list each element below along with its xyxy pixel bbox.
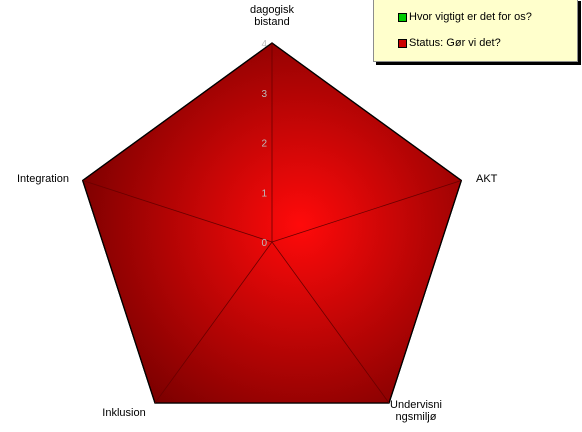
legend-item-importance: Hvor vigtigt er det for os? — [398, 11, 532, 23]
legend-label-status: Status: Gør vi det? — [409, 37, 501, 49]
legend-item-status: Status: Gør vi det? — [398, 37, 501, 49]
tick-label: 4 — [261, 39, 267, 50]
axis-label-3: Undervisni ngsmiljø — [390, 399, 442, 423]
axis-label-2: AKT — [476, 173, 498, 185]
axis-label-5: Integration — [17, 173, 69, 185]
legend-swatch-green — [398, 12, 407, 22]
legend: Hvor vigtigt er det for os? Status: Gør … — [373, 0, 578, 62]
tick-label: 0 — [261, 238, 267, 249]
tick-label: 1 — [261, 188, 267, 199]
legend-label-importance: Hvor vigtigt er det for os? — [409, 11, 532, 23]
tick-label: 2 — [261, 139, 267, 150]
spoke-4 — [154, 241, 273, 404]
axis-label-4: Inklusion — [102, 407, 145, 419]
spoke-3 — [271, 241, 390, 404]
spoke-5 — [82, 180, 273, 243]
tick-label: 3 — [261, 89, 267, 100]
spoke-2 — [271, 180, 462, 243]
axis-label-1: dagogisk bistand — [250, 4, 295, 28]
legend-swatch-red — [398, 38, 407, 48]
